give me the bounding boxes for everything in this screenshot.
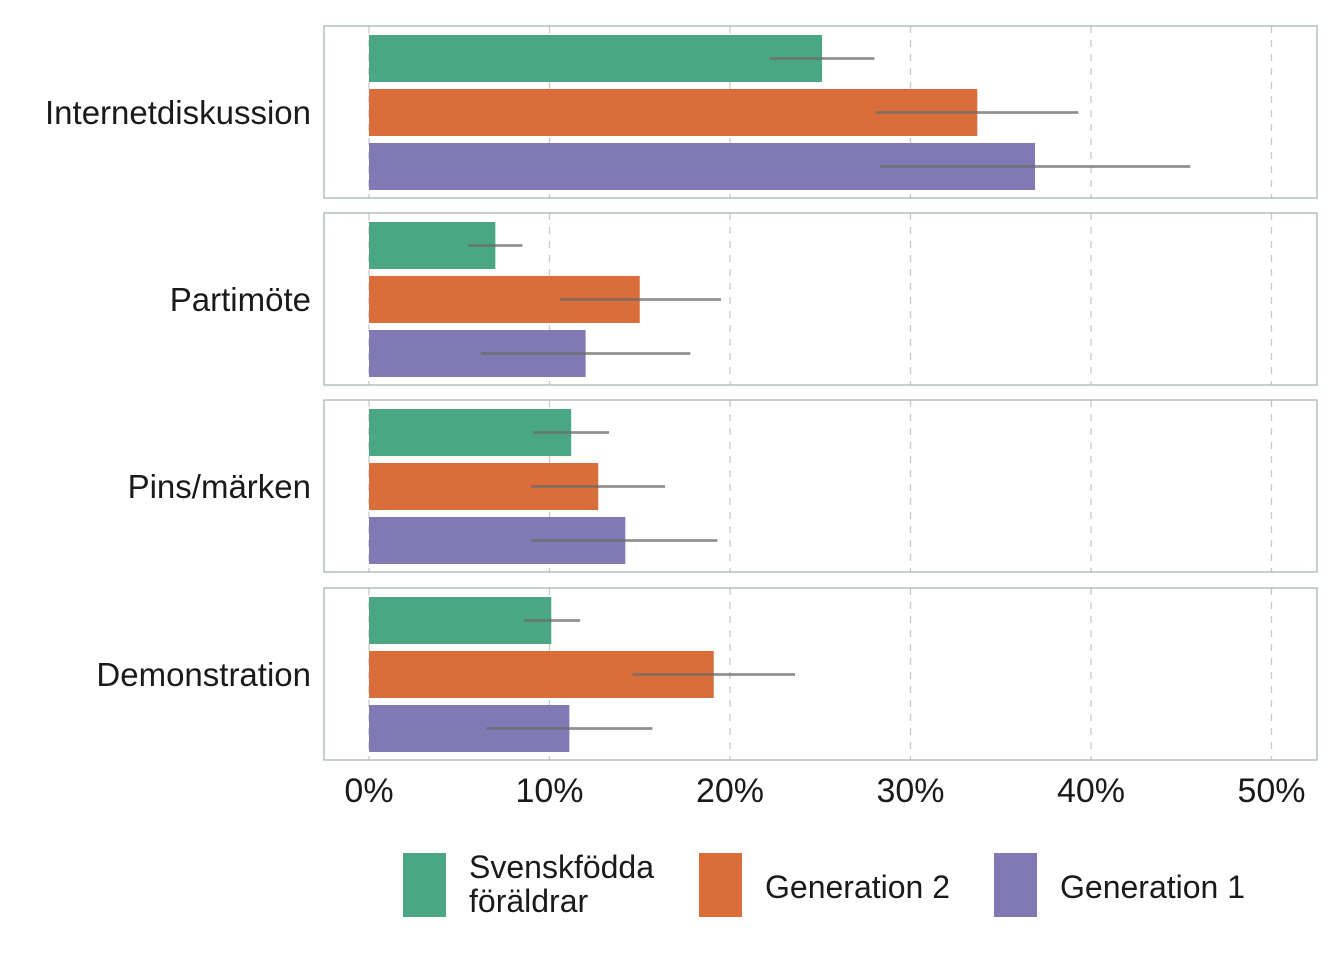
panel-frame-pins-märken	[323, 399, 1318, 573]
legend-label-svenskfödda-föräldrar-line2: föräldrar	[469, 883, 589, 919]
legend-label-svenskfödda-föräldrar-line1: Svenskfödda	[469, 849, 654, 885]
category-label-partimöte: Partimöte	[170, 281, 311, 318]
panel-frame-partimöte	[323, 212, 1318, 386]
bar-internetdiskussion-generation-2	[369, 89, 978, 136]
bar-internetdiskussion-svenskfödda-föräldrar	[369, 35, 823, 82]
category-labels: Internetdiskussion Partimöte Pins/märken De…	[45, 94, 311, 693]
x-tick-label-10: 10%	[515, 772, 583, 810]
bar-demonstration-svenskfödda-föräldrar	[369, 597, 552, 644]
x-tick-label-0: 0%	[344, 772, 393, 810]
category-label-internetdiskussion: Internetdiskussion	[45, 94, 311, 131]
x-tick-label-20: 20%	[696, 772, 764, 810]
error-bars	[468, 57, 1191, 730]
x-tick-label-40: 40%	[1057, 772, 1125, 810]
panel-frame-internetdiskussion	[323, 25, 1318, 199]
grid-layer	[368, 26, 1273, 760]
legend-key-generation-1	[994, 853, 1037, 917]
category-label-pins-märken: Pins/märken	[128, 468, 311, 505]
legend-label-generation-2: Generation 2	[765, 869, 950, 905]
x-tick-label-50: 50%	[1237, 772, 1305, 810]
bars	[369, 35, 1036, 752]
legend-key-svenskfödda-föräldrar	[403, 853, 446, 917]
legend-key-generation-2	[699, 853, 742, 917]
panel-frame-demonstration	[323, 587, 1318, 761]
facet-panels	[323, 25, 1318, 761]
x-tick-label-30: 30%	[876, 772, 944, 810]
category-label-demonstration: Demonstration	[96, 656, 311, 693]
legend-label-generation-1: Generation 1	[1060, 869, 1245, 905]
x-axis-ticks: 0% 10% 20% 30% 40% 50%	[344, 772, 1305, 810]
